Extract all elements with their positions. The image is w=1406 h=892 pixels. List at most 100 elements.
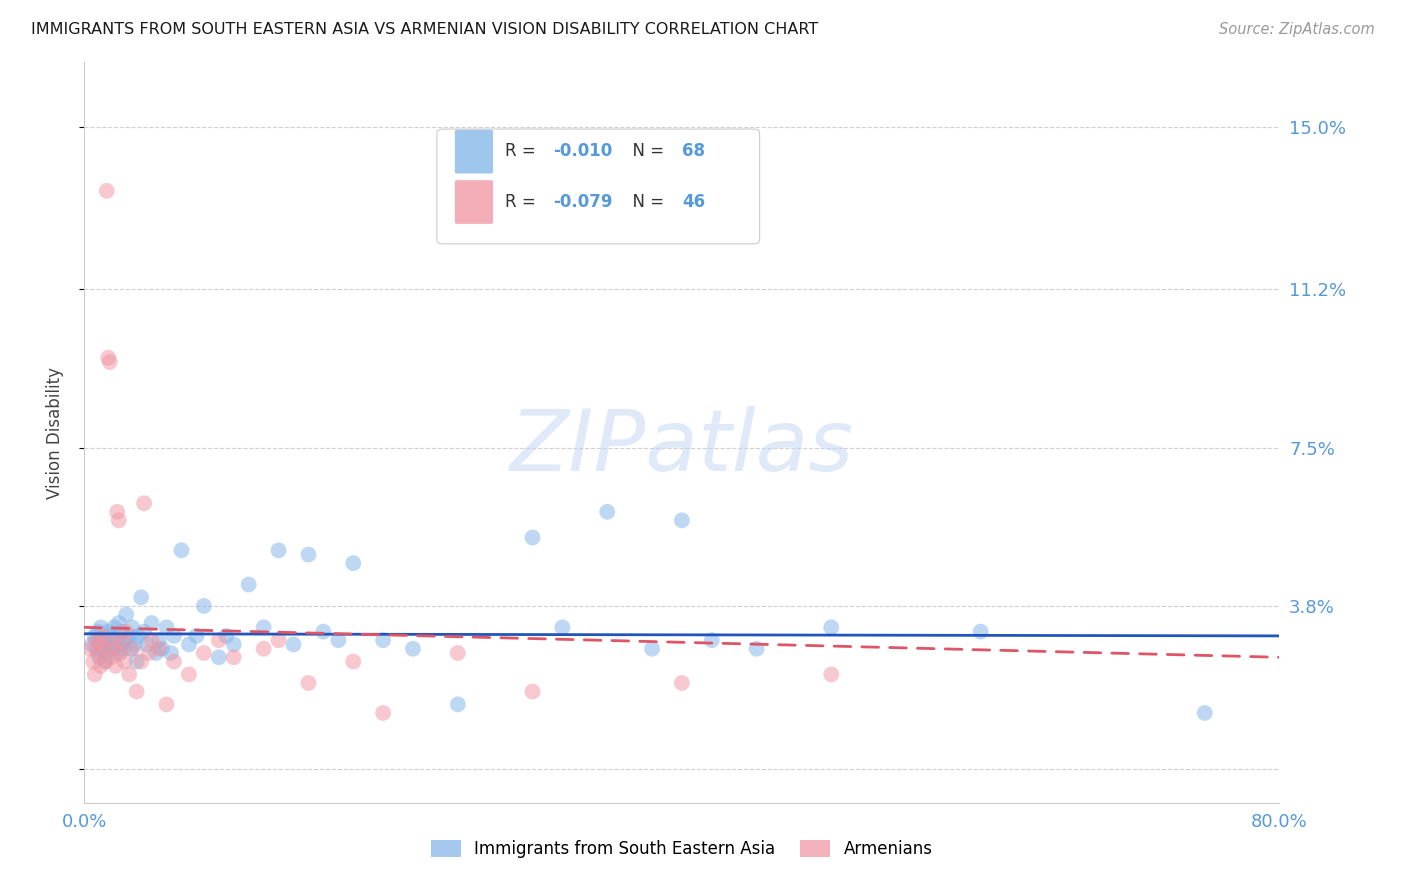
Point (111, 624, 134, 639)
Point (94, 655, 117, 669)
Point (222, 637, 245, 651)
Point (114, 633, 136, 648)
Point (297, 548, 319, 562)
Point (121, 641, 143, 656)
Legend: Immigrants from South Eastern Asia, Armenians: Immigrants from South Eastern Asia, Arme… (425, 833, 939, 865)
Point (177, 667, 200, 681)
Point (112, 641, 135, 656)
Point (107, 513, 129, 527)
Point (148, 641, 170, 656)
Point (170, 543, 193, 558)
FancyBboxPatch shape (437, 129, 759, 244)
Point (671, 676, 693, 690)
Point (253, 620, 276, 634)
Point (98, 355, 121, 369)
Point (101, 641, 124, 656)
Point (86, 641, 108, 656)
Point (94, 655, 117, 669)
Point (820, 667, 842, 681)
Text: -0.010: -0.010 (553, 143, 612, 161)
Point (522, 531, 544, 545)
Point (83, 629, 105, 643)
Point (89, 650, 111, 665)
Text: 46: 46 (682, 193, 704, 211)
Point (93, 641, 115, 656)
Text: N =: N = (623, 193, 669, 211)
Point (115, 607, 138, 622)
Text: R =: R = (505, 143, 541, 161)
Point (91, 641, 114, 656)
Point (641, 641, 664, 656)
Point (253, 641, 276, 656)
Point (1194, 706, 1216, 720)
Point (136, 637, 159, 651)
Point (312, 624, 335, 639)
Point (148, 633, 170, 648)
Point (104, 658, 127, 673)
Point (193, 599, 215, 613)
Point (215, 629, 238, 643)
Point (373, 706, 395, 720)
Point (141, 615, 163, 630)
Text: 68: 68 (682, 143, 704, 161)
Point (110, 637, 132, 651)
Point (150, 641, 173, 656)
Point (80, 637, 103, 651)
Point (125, 684, 148, 698)
Point (447, 646, 470, 660)
Point (145, 646, 167, 660)
Point (297, 676, 319, 690)
Point (129, 655, 152, 669)
Point (820, 620, 842, 634)
Point (120, 641, 142, 656)
Point (96, 184, 118, 198)
Point (115, 624, 138, 639)
Point (342, 556, 364, 570)
Point (98, 637, 121, 651)
Point (103, 620, 125, 634)
FancyBboxPatch shape (456, 180, 494, 224)
Point (238, 577, 260, 591)
Point (970, 624, 993, 639)
Point (551, 620, 574, 634)
Point (745, 641, 768, 656)
Point (124, 637, 146, 651)
Y-axis label: Vision Disability: Vision Disability (45, 367, 63, 499)
Point (90, 658, 112, 673)
FancyBboxPatch shape (456, 130, 494, 173)
Point (141, 633, 163, 648)
Text: -0.079: -0.079 (553, 193, 613, 211)
Point (163, 655, 186, 669)
Point (87, 624, 110, 639)
Point (163, 629, 186, 643)
Point (97, 351, 120, 365)
Point (105, 505, 128, 519)
Text: IMMIGRANTS FROM SOUTH EASTERN ASIA VS ARMENIAN VISION DISABILITY CORRELATION CHA: IMMIGRANTS FROM SOUTH EASTERN ASIA VS AR… (31, 22, 818, 37)
Point (132, 496, 156, 510)
Point (155, 620, 177, 634)
Point (107, 615, 129, 630)
Point (90, 620, 112, 634)
Text: N =: N = (623, 143, 669, 161)
Point (522, 684, 544, 698)
Point (138, 646, 160, 660)
Point (110, 646, 132, 660)
Point (104, 633, 127, 648)
Point (105, 646, 128, 660)
Point (83, 667, 105, 681)
Point (96, 646, 118, 660)
Point (91, 629, 114, 643)
Point (100, 650, 122, 665)
Point (127, 629, 149, 643)
Point (596, 505, 619, 519)
Point (186, 629, 208, 643)
Point (402, 641, 425, 656)
Point (79, 641, 101, 656)
Point (700, 633, 723, 648)
Point (208, 633, 231, 648)
Point (82, 655, 104, 669)
Point (132, 624, 156, 639)
Point (87, 646, 110, 660)
Point (89, 633, 111, 648)
Point (121, 620, 143, 634)
